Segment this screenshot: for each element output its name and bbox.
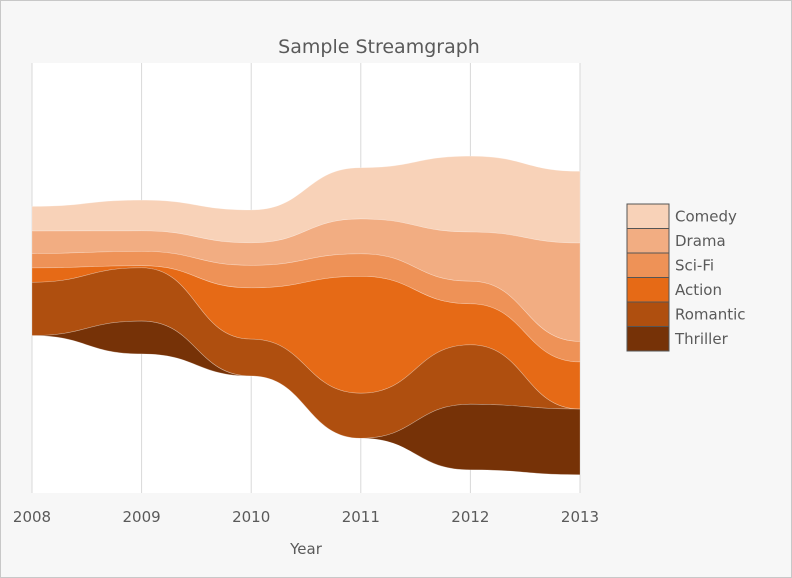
x-axis-ticks: 2008 2009 2010 2011 2012 2013 bbox=[13, 508, 599, 526]
stream-layers bbox=[31, 155, 581, 476]
stream-comedy bbox=[31, 155, 581, 244]
legend-swatch-comedy bbox=[626, 203, 670, 229]
x-tick-label: 2010 bbox=[232, 508, 270, 526]
legend-label-sci-fi: Sci-Fi bbox=[675, 256, 714, 274]
stream-thriller bbox=[31, 320, 581, 476]
stream-drama bbox=[31, 218, 581, 342]
x-tick-label: 2012 bbox=[451, 508, 489, 526]
x-axis-title: Year bbox=[289, 540, 323, 558]
legend-swatch-thriller bbox=[626, 326, 670, 352]
legend-label-thriller: Thriller bbox=[674, 330, 729, 348]
legend-swatch-sci-fi bbox=[626, 252, 670, 278]
stream-sci-fi bbox=[31, 251, 581, 363]
legend-label-romantic: Romantic bbox=[675, 305, 746, 323]
x-tick-label: 2013 bbox=[561, 508, 599, 526]
chart-title: Sample Streamgraph bbox=[278, 36, 480, 58]
stream-romantic bbox=[31, 267, 581, 439]
legend-swatch-action bbox=[626, 277, 670, 303]
legend-label-comedy: Comedy bbox=[675, 207, 737, 225]
stream-action bbox=[31, 265, 581, 410]
legend-label-drama: Drama bbox=[675, 232, 726, 250]
legend-swatch-drama bbox=[626, 228, 670, 254]
x-tick-label: 2011 bbox=[342, 508, 380, 526]
legend-swatch-romantic bbox=[626, 301, 670, 327]
x-tick-label: 2008 bbox=[13, 508, 51, 526]
legend: Comedy Drama Sci-Fi Action Romantic Thriller bbox=[626, 203, 746, 352]
legend-label-action: Action bbox=[675, 281, 722, 299]
x-tick-label: 2009 bbox=[123, 508, 161, 526]
